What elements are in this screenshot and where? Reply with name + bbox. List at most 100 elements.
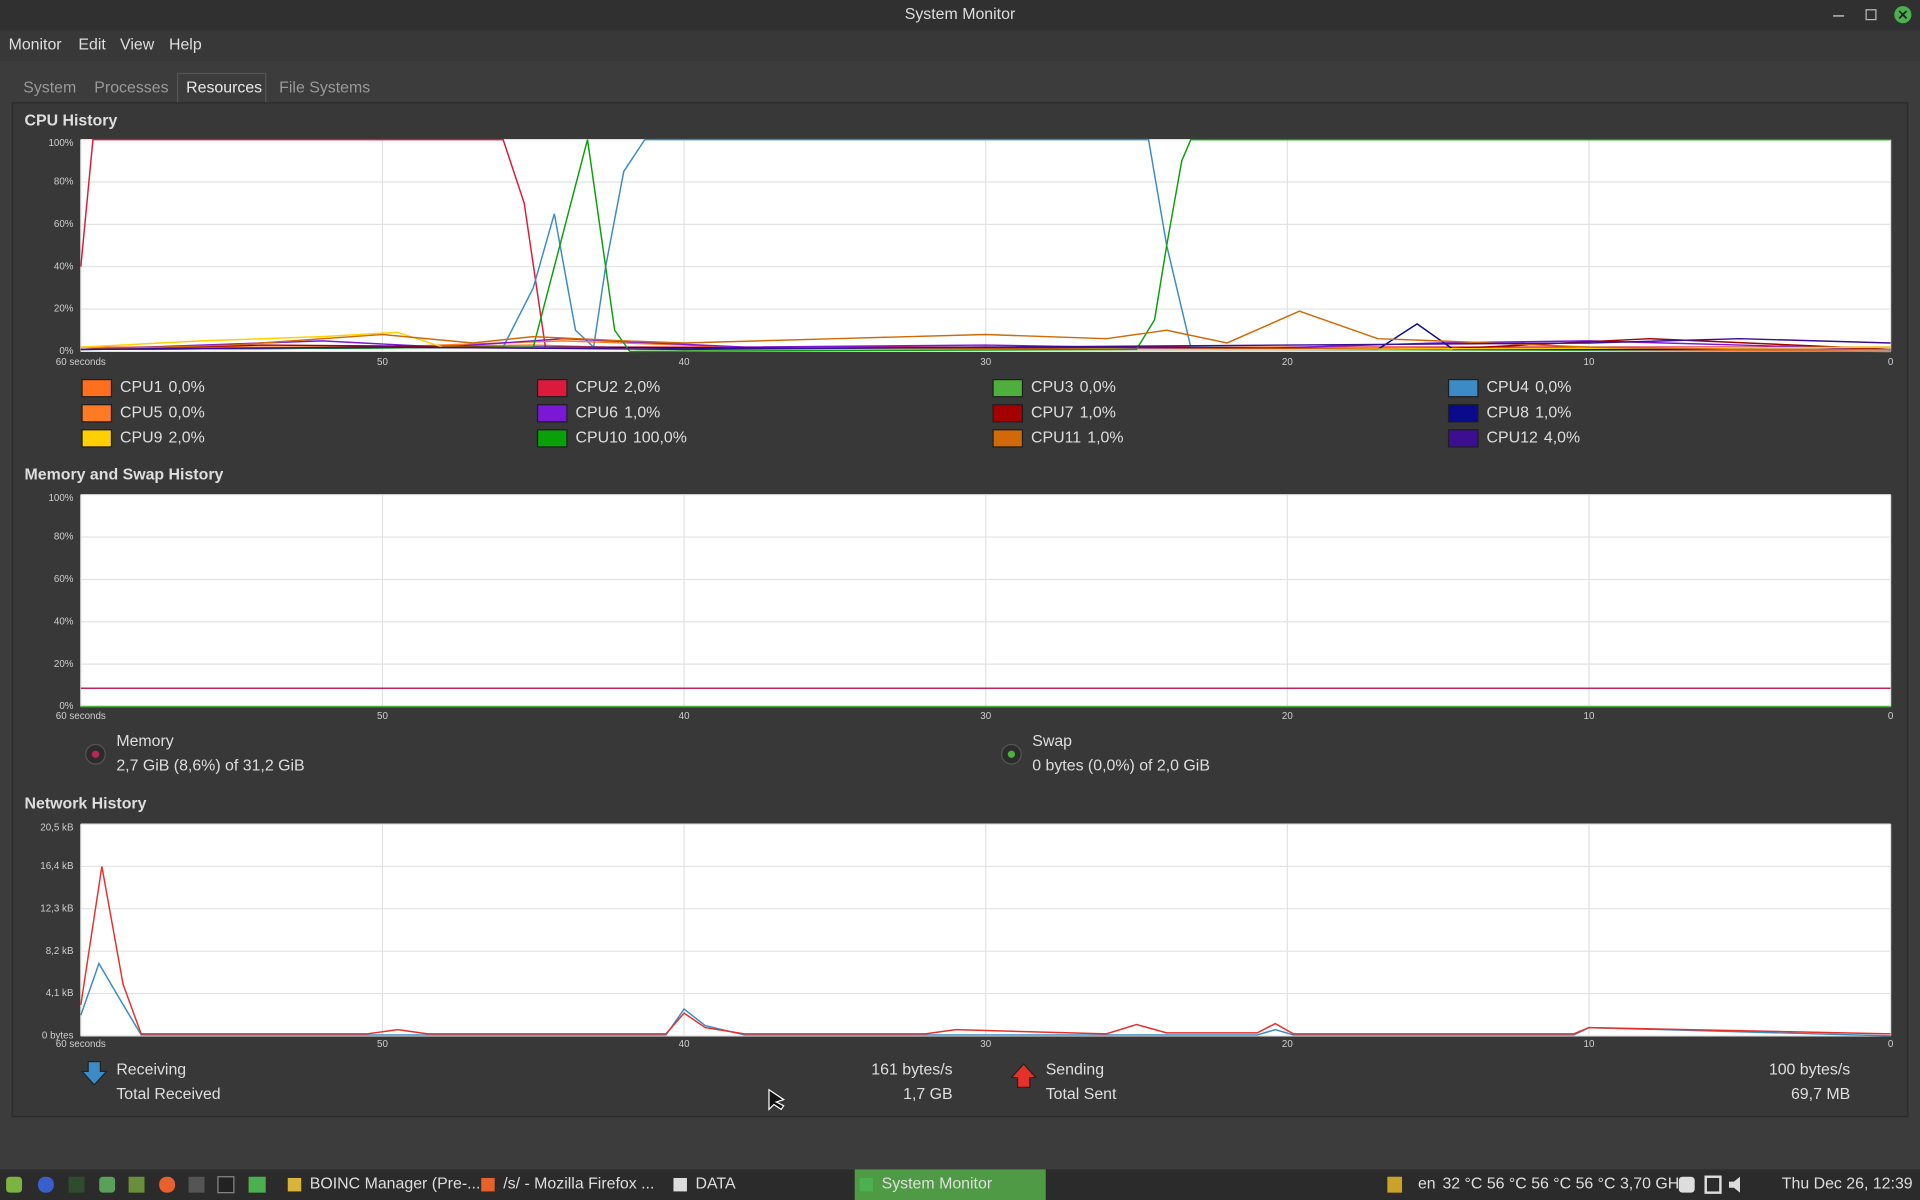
legend-entry: CPU2 2,0% [576, 379, 661, 396]
legend-entry: CPU7 1,0% [1031, 404, 1116, 421]
series-line [80, 310, 1891, 351]
launcher-icon[interactable] [68, 1176, 85, 1193]
legend-value: 2,0% [169, 430, 205, 447]
legend-value: 0,0% [1080, 379, 1116, 396]
legend-swatch[interactable] [536, 404, 568, 423]
legend-swatch[interactable] [1447, 429, 1479, 448]
legend-swatch[interactable] [1447, 404, 1479, 423]
launcher-icon[interactable] [217, 1176, 235, 1194]
close-button[interactable] [1894, 6, 1912, 24]
x-tick-label: 0 [1888, 357, 1894, 368]
x-tick-label: 0 [1888, 711, 1894, 722]
launcher-icon[interactable] [128, 1176, 145, 1193]
legend-entry: CPU5 0,0% [120, 404, 205, 421]
legend-name: CPU3 [1031, 379, 1074, 396]
legend-entry: CPU8 1,0% [1487, 404, 1572, 421]
taskbar-item[interactable]: /s/ - Mozilla Firefox ... [503, 1175, 654, 1192]
menu: Monitor Edit View Help [9, 37, 202, 54]
y-tick-label: 40% [54, 261, 74, 272]
clock[interactable]: Thu Dec 26, 12:39 [1782, 1175, 1913, 1192]
y-tick-label: 12,3 kB [40, 903, 74, 914]
launcher-icon[interactable] [159, 1176, 176, 1193]
launcher-icon[interactable] [37, 1176, 54, 1193]
legend-swatch[interactable] [81, 429, 113, 448]
x-tick-label: 0 [1888, 1039, 1894, 1050]
close-glyph [1898, 10, 1908, 20]
tab[interactable]: File Systems [279, 79, 370, 96]
launcher-icon[interactable] [188, 1176, 205, 1193]
y-tick-label: 60% [54, 219, 74, 230]
title-bar [0, 0, 1920, 31]
legend-value: 0,0% [169, 379, 205, 396]
legend-value: 1,0% [1535, 404, 1571, 421]
legend-swatch[interactable] [992, 404, 1024, 423]
legend-swatch[interactable] [81, 378, 113, 398]
launcher-icon[interactable] [248, 1176, 266, 1193]
tab[interactable]: Resources [186, 79, 262, 96]
legend-swatch[interactable] [81, 404, 113, 423]
readout-name: Receiving [116, 1061, 186, 1078]
series-line [80, 337, 1891, 351]
x-tick-label: 60 seconds [56, 711, 106, 722]
x-tick-label: 20 [1282, 711, 1293, 722]
legend-swatch[interactable] [1447, 378, 1479, 398]
legend-swatch[interactable] [992, 429, 1024, 448]
series-line [80, 138, 1891, 353]
readout-icon-dot [1007, 750, 1016, 758]
legend-entry: CPU4 0,0% [1487, 379, 1572, 396]
series-line [80, 138, 1891, 353]
keyboard-layout[interactable]: en [1418, 1175, 1436, 1192]
legend-entry: CPU11 1,0% [1031, 430, 1123, 447]
readout-rate: 100 bytes/s [1769, 1061, 1850, 1078]
x-tick-label: 10 [1584, 1039, 1595, 1050]
readout-arrow[interactable] [1010, 1063, 1038, 1088]
legend-swatch[interactable] [992, 378, 1024, 398]
tab-bar: System Processes Resources File Systems [23, 72, 370, 105]
tab[interactable]: Processes [94, 79, 168, 96]
legend-swatch[interactable] [536, 378, 568, 398]
legend-value: 2,0% [624, 379, 660, 396]
menu-item[interactable]: Edit [78, 37, 106, 54]
legend-name: CPU9 [120, 430, 163, 447]
x-tick-label: 30 [980, 1039, 991, 1050]
x-tick-label: 60 seconds [56, 1039, 106, 1050]
readout-icon-dot [91, 750, 100, 758]
tray-icons [1387, 1175, 1740, 1194]
legend-value: 1,0% [624, 404, 660, 421]
launcher-icon[interactable] [99, 1176, 116, 1193]
tray-icon[interactable] [1704, 1175, 1722, 1194]
section-title: CPU History [24, 112, 117, 129]
section-title: Memory and Swap History [24, 466, 223, 483]
legend-name: CPU2 [576, 379, 619, 396]
readout-arrow[interactable] [80, 1061, 108, 1086]
series-line [80, 866, 1891, 1035]
tray-icon[interactable] [1387, 1176, 1403, 1193]
y-tick-label: 8,2 kB [46, 946, 74, 957]
tray-icon[interactable] [1678, 1176, 1695, 1193]
x-tick-label: 50 [377, 711, 388, 722]
taskbar-item[interactable]: BOINC Manager (Pre-... [310, 1175, 481, 1192]
maximize-button[interactable] [1865, 9, 1877, 21]
menu-item[interactable]: View [120, 37, 155, 54]
y-tick-label: 16,4 kB [40, 861, 74, 872]
x-tick-label: 10 [1584, 357, 1595, 368]
tab[interactable]: System [23, 79, 76, 96]
legend-name: CPU7 [1031, 404, 1074, 421]
legend-swatch[interactable] [536, 429, 568, 448]
sensors[interactable]: 32 °C 56 °C 56 °C 56 °C 3,70 GHz [1442, 1175, 1687, 1192]
taskbar-item-icon [859, 1177, 874, 1192]
taskbar-item[interactable]: System Monitor [882, 1175, 993, 1192]
x-tick-label: 40 [679, 711, 690, 722]
x-tick-label: 40 [679, 1039, 690, 1050]
menu-icon[interactable] [6, 1176, 23, 1193]
taskbar-item[interactable]: DATA [696, 1175, 736, 1192]
readout-name: Sending [1046, 1061, 1104, 1078]
menu-item[interactable]: Help [169, 37, 202, 54]
y-tick-label: 100% [48, 493, 73, 504]
menu-item[interactable]: Monitor [9, 37, 63, 54]
y-tick-label: 100% [48, 138, 73, 149]
volume-icon[interactable] [1728, 1176, 1740, 1193]
y-tick-label: 20,5 kB [40, 822, 74, 833]
